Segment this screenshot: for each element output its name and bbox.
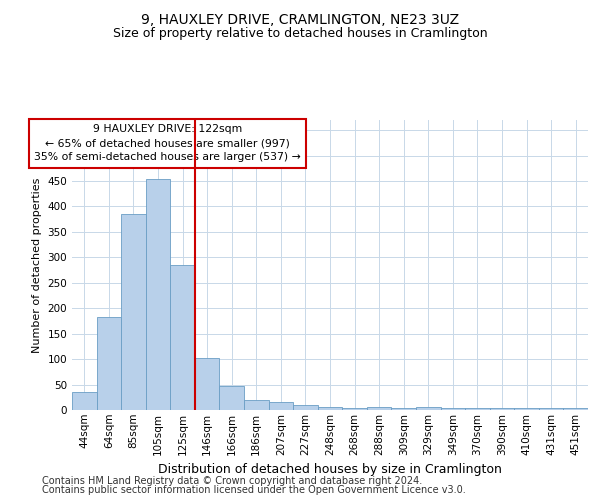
Text: 9, HAUXLEY DRIVE, CRAMLINGTON, NE23 3UZ: 9, HAUXLEY DRIVE, CRAMLINGTON, NE23 3UZ <box>141 12 459 26</box>
Bar <box>269 402 293 410</box>
X-axis label: Distribution of detached houses by size in Cramlington: Distribution of detached houses by size … <box>158 463 502 476</box>
Bar <box>391 408 416 410</box>
Bar <box>539 408 563 410</box>
Bar <box>465 408 490 410</box>
Bar <box>440 408 465 410</box>
Bar <box>318 408 342 410</box>
Text: Size of property relative to detached houses in Cramlington: Size of property relative to detached ho… <box>113 28 487 40</box>
Bar <box>293 405 318 410</box>
Bar <box>563 408 588 410</box>
Bar <box>416 408 440 410</box>
Bar <box>170 265 195 410</box>
Text: 9 HAUXLEY DRIVE: 122sqm
← 65% of detached houses are smaller (997)
35% of semi-d: 9 HAUXLEY DRIVE: 122sqm ← 65% of detache… <box>34 124 301 162</box>
Bar <box>97 317 121 410</box>
Bar <box>121 214 146 410</box>
Bar <box>490 408 514 410</box>
Bar <box>514 408 539 410</box>
Bar <box>195 358 220 410</box>
Bar <box>220 386 244 410</box>
Bar <box>367 408 391 410</box>
Bar <box>342 408 367 410</box>
Bar <box>146 178 170 410</box>
Bar <box>72 392 97 410</box>
Text: Contains public sector information licensed under the Open Government Licence v3: Contains public sector information licen… <box>42 485 466 495</box>
Text: Contains HM Land Registry data © Crown copyright and database right 2024.: Contains HM Land Registry data © Crown c… <box>42 476 422 486</box>
Bar <box>244 400 269 410</box>
Y-axis label: Number of detached properties: Number of detached properties <box>32 178 42 352</box>
